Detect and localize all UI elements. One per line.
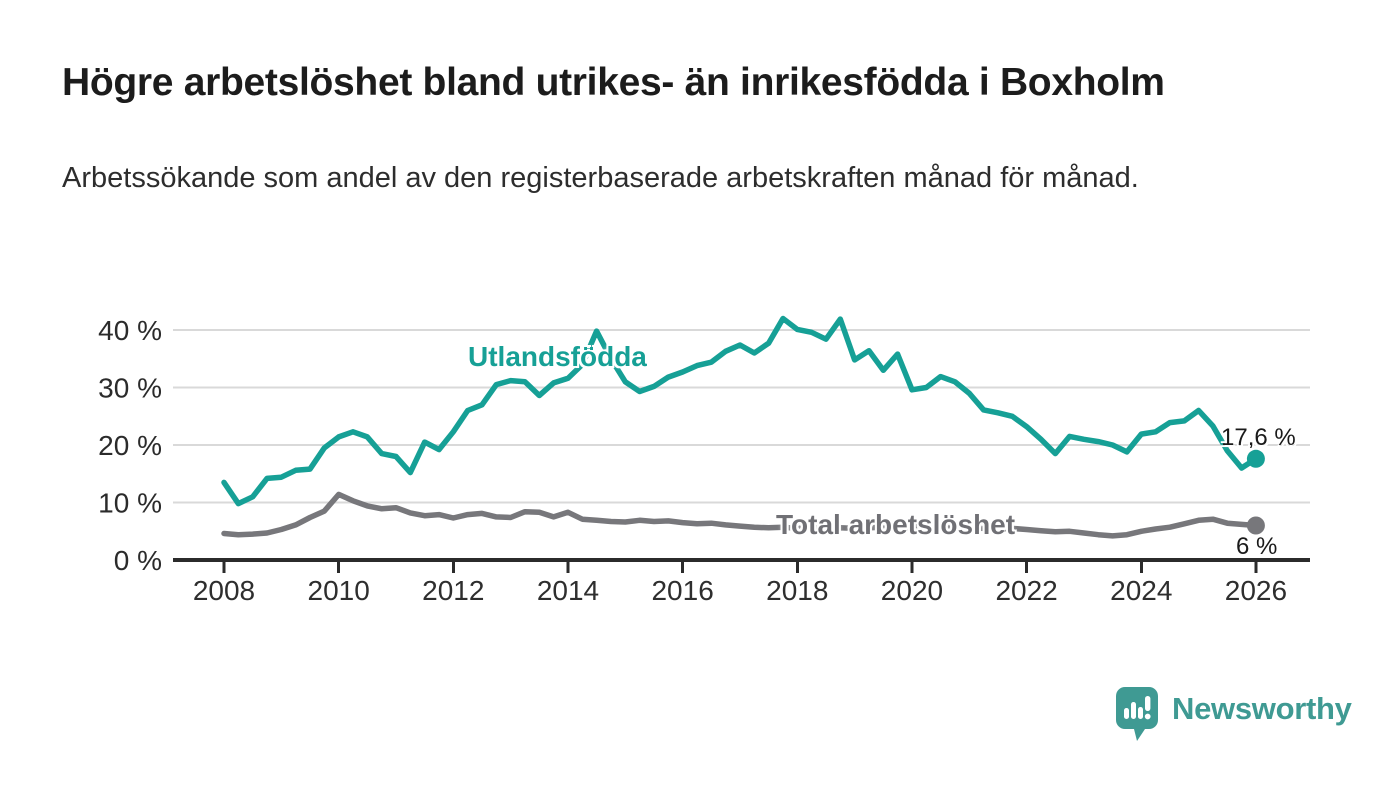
series-line-utlandsf-dda: [221, 315, 1259, 507]
x-axis-label: 2016: [651, 575, 713, 606]
x-axis-label: 2024: [1110, 575, 1172, 606]
logo-exclamation-bar: [1145, 696, 1151, 711]
y-axis-label: 40 %: [98, 315, 162, 346]
page-subtitle: Arbetssökande som andel av den registerb…: [62, 162, 1139, 194]
newsworthy-logo-text: Newsworthy: [1172, 691, 1352, 726]
series-end-dot-utlandsf-dda: [1246, 449, 1265, 468]
logo-bubble-shape: [1116, 687, 1158, 741]
newsworthy-logo-icon: [1116, 687, 1158, 741]
end-value-label-utlandsfodda: 17,6 %: [1221, 424, 1296, 451]
series-line-total-arbetsl-shet: [221, 491, 1259, 539]
page-title: Högre arbetslöshet bland utrikes- än inr…: [62, 61, 1165, 104]
x-axis-label: 2014: [537, 575, 599, 606]
x-axis-label: 2012: [422, 575, 484, 606]
y-axis-label: 10 %: [98, 488, 162, 519]
series-end-dot-total-arbetsl-shet: [1246, 516, 1265, 535]
logo-exclamation-dot: [1144, 713, 1151, 720]
logo-bar-2: [1131, 702, 1136, 719]
logo-bar-3: [1138, 707, 1143, 719]
newsworthy-logo: Newsworthy: [1116, 687, 1352, 743]
x-axis-label: 2018: [766, 575, 828, 606]
x-axis-label: 2020: [881, 575, 943, 606]
end-value-label-total: 6 %: [1236, 533, 1278, 560]
y-axis-label: 30 %: [98, 373, 162, 404]
series-label-utlandsfodda: Utlandsfödda: [468, 341, 647, 372]
series-label-total-arbetsloshet: Total arbetslöshet: [776, 509, 1016, 540]
x-axis-label: 2026: [1225, 575, 1287, 606]
x-axis-label: 2022: [995, 575, 1057, 606]
x-axis-label: 2008: [193, 575, 255, 606]
y-axis-label: 20 %: [98, 430, 162, 461]
x-axis-label: 2010: [308, 575, 370, 606]
logo-bar-1: [1124, 708, 1129, 719]
y-axis-label: 0 %: [114, 545, 162, 576]
